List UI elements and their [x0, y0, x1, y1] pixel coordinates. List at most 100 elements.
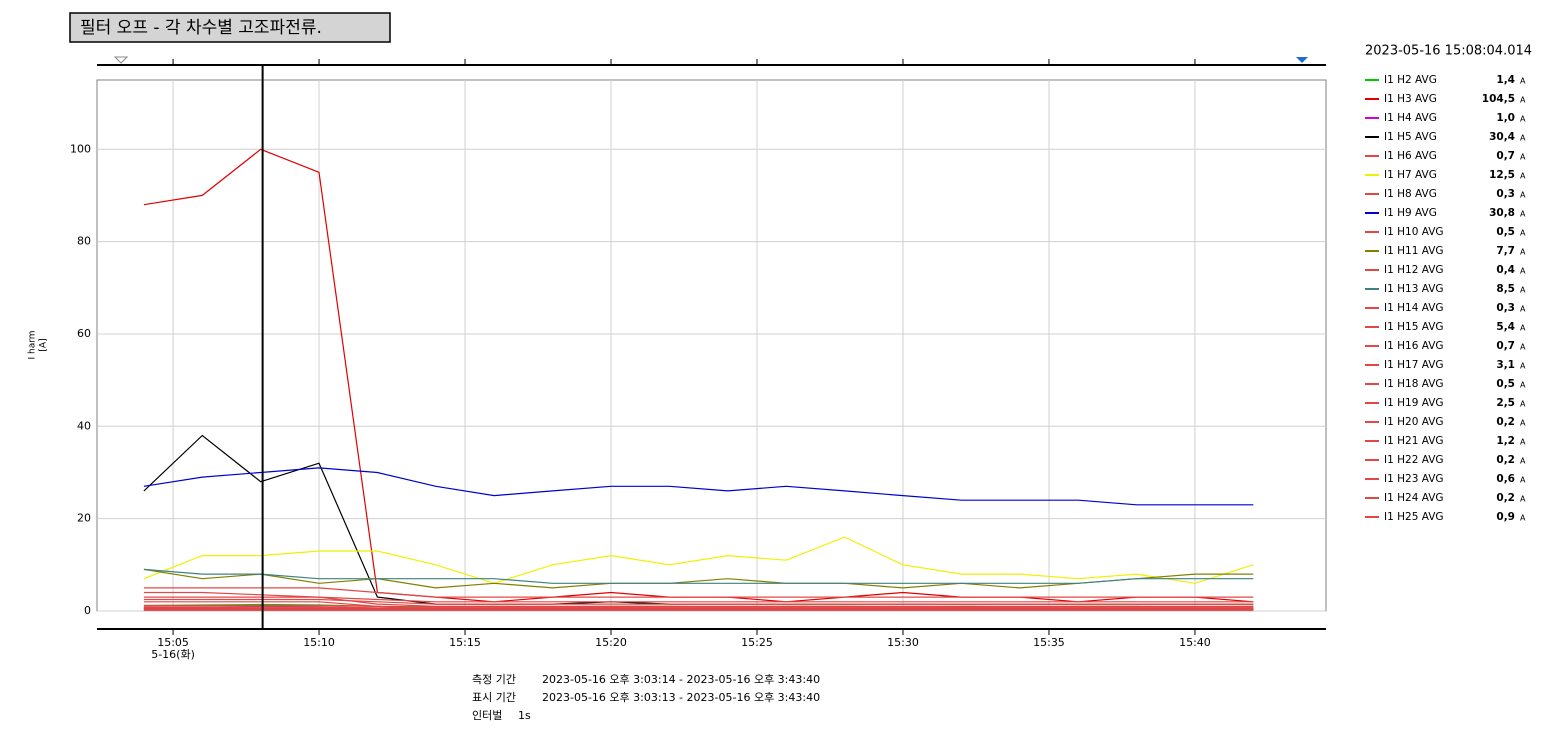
legend-unit: A — [1520, 457, 1526, 466]
y-tick-label: 40 — [77, 419, 91, 432]
legend-value: 1,2 — [1496, 435, 1515, 447]
legend-unit: A — [1520, 400, 1526, 409]
cursor-time: 2023-05-16 15:08:04.014 — [1365, 44, 1532, 59]
legend-unit: A — [1520, 381, 1526, 390]
legend-unit: A — [1520, 438, 1526, 447]
legend-label: I1 H2 AVG — [1384, 74, 1437, 86]
series-line — [143, 148, 1254, 603]
legend-label: I1 H11 AVG — [1384, 245, 1444, 257]
display-range: 2023-05-16 오후 3:03:13 - 2023-05-16 오후 3:… — [542, 691, 820, 704]
legend-unit: A — [1520, 210, 1526, 219]
legend-label: I1 H14 AVG — [1384, 302, 1444, 314]
display-label: 표시 기간 — [472, 691, 516, 704]
legend-value: 0,2 — [1496, 416, 1515, 428]
legend-value: 30,8 — [1489, 207, 1515, 219]
x-tick-label: 15:30 — [887, 636, 919, 649]
legend-label: I1 H12 AVG — [1384, 264, 1444, 276]
legend-unit: A — [1520, 267, 1526, 276]
legend-value: 7,7 — [1496, 245, 1515, 257]
legend-unit: A — [1520, 419, 1526, 428]
legend-value: 12,5 — [1489, 169, 1515, 181]
series-line — [143, 604, 1254, 608]
legend-label: I1 H24 AVG — [1384, 492, 1444, 504]
x-tick-label: 15:20 — [595, 636, 627, 649]
series-line — [143, 596, 1254, 603]
legend-unit: A — [1520, 153, 1526, 162]
legend-value: 3,1 — [1496, 359, 1515, 371]
legend-value: 0,3 — [1496, 302, 1515, 314]
legend-unit: A — [1520, 286, 1526, 295]
series-line — [143, 591, 1254, 608]
series-line — [143, 587, 1254, 598]
legend-value: 8,5 — [1496, 283, 1515, 295]
x-tick-label: 15:35 — [1033, 636, 1065, 649]
legend-unit: A — [1520, 172, 1526, 181]
legend-label: I1 H25 AVG — [1384, 511, 1444, 523]
legend-unit: A — [1520, 96, 1526, 105]
legend-value: 0,6 — [1496, 473, 1515, 485]
legend-value: 0,3 — [1496, 188, 1515, 200]
legend-value: 0,7 — [1496, 150, 1515, 162]
series-line — [143, 467, 1254, 506]
legend-label: I1 H13 AVG — [1384, 283, 1444, 295]
legend-label: I1 H4 AVG — [1384, 112, 1437, 124]
x-tick-label: 15:15 — [449, 636, 481, 649]
legend-unit: A — [1520, 305, 1526, 314]
y-axis-label: I harm — [28, 330, 38, 359]
y-axis-unit: [A] — [39, 338, 49, 351]
legend-unit: A — [1520, 514, 1526, 523]
legend-label: I1 H22 AVG — [1384, 454, 1444, 466]
x-date-label: 5-16(화) — [151, 648, 195, 661]
series-line — [143, 606, 1254, 609]
legend-value: 1,4 — [1496, 74, 1515, 86]
series-line — [143, 536, 1254, 584]
start-marker — [113, 56, 129, 64]
legend-label: I1 H20 AVG — [1384, 416, 1444, 428]
legend-value: 1,0 — [1496, 112, 1515, 124]
legend-unit: A — [1520, 191, 1526, 200]
y-tick-label: 100 — [70, 142, 91, 155]
legend-value: 0,4 — [1496, 264, 1515, 276]
x-tick-label: 15:40 — [1179, 636, 1211, 649]
legend-value: 2,5 — [1496, 397, 1515, 409]
legend-unit: A — [1520, 248, 1526, 257]
legend-unit: A — [1520, 77, 1526, 86]
legend-value: 5,4 — [1496, 321, 1515, 333]
legend-label: I1 H10 AVG — [1384, 226, 1444, 238]
legend-label: I1 H17 AVG — [1384, 359, 1444, 371]
title-box — [69, 12, 391, 43]
chart-title: 필터 오프 - 각 차수별 고조파전류. — [80, 18, 322, 38]
y-tick-label: 80 — [77, 235, 91, 248]
y-tick-label: 60 — [77, 327, 91, 340]
y-tick-label: 20 — [77, 512, 91, 525]
x-tick-label: 15:10 — [303, 636, 335, 649]
y-tick-label: 0 — [84, 604, 91, 617]
interval: 1s — [518, 709, 531, 722]
legend-label: I1 H23 AVG — [1384, 473, 1444, 485]
legend-value: 0,9 — [1496, 511, 1515, 523]
series-line — [143, 607, 1254, 610]
end-marker — [1296, 57, 1308, 63]
legend-value: 0,5 — [1496, 226, 1515, 238]
interval-label: 인터벌 — [472, 709, 502, 722]
grid — [97, 80, 1326, 612]
legend-value: 0,5 — [1496, 378, 1515, 390]
x-tick-label: 15:05 — [157, 636, 189, 649]
legend-unit: A — [1520, 115, 1526, 124]
legend-label: I1 H6 AVG — [1384, 150, 1437, 162]
measure-range: 2023-05-16 오후 3:03:14 - 2023-05-16 오후 3:… — [542, 673, 820, 686]
legend-label: I1 H8 AVG — [1384, 188, 1437, 200]
legend-value: 104,5 — [1482, 93, 1515, 105]
legend-label: I1 H19 AVG — [1384, 397, 1444, 409]
legend-value: 30,4 — [1489, 131, 1515, 143]
legend-value: 0,7 — [1496, 340, 1515, 352]
legend-label: I1 H15 AVG — [1384, 321, 1444, 333]
legend-unit: A — [1520, 495, 1526, 504]
legend-label: I1 H7 AVG — [1384, 169, 1437, 181]
series-line — [143, 568, 1254, 589]
legend-value: 0,2 — [1496, 492, 1515, 504]
x-tick-label: 15:25 — [741, 636, 773, 649]
plot-frame — [96, 79, 1327, 612]
